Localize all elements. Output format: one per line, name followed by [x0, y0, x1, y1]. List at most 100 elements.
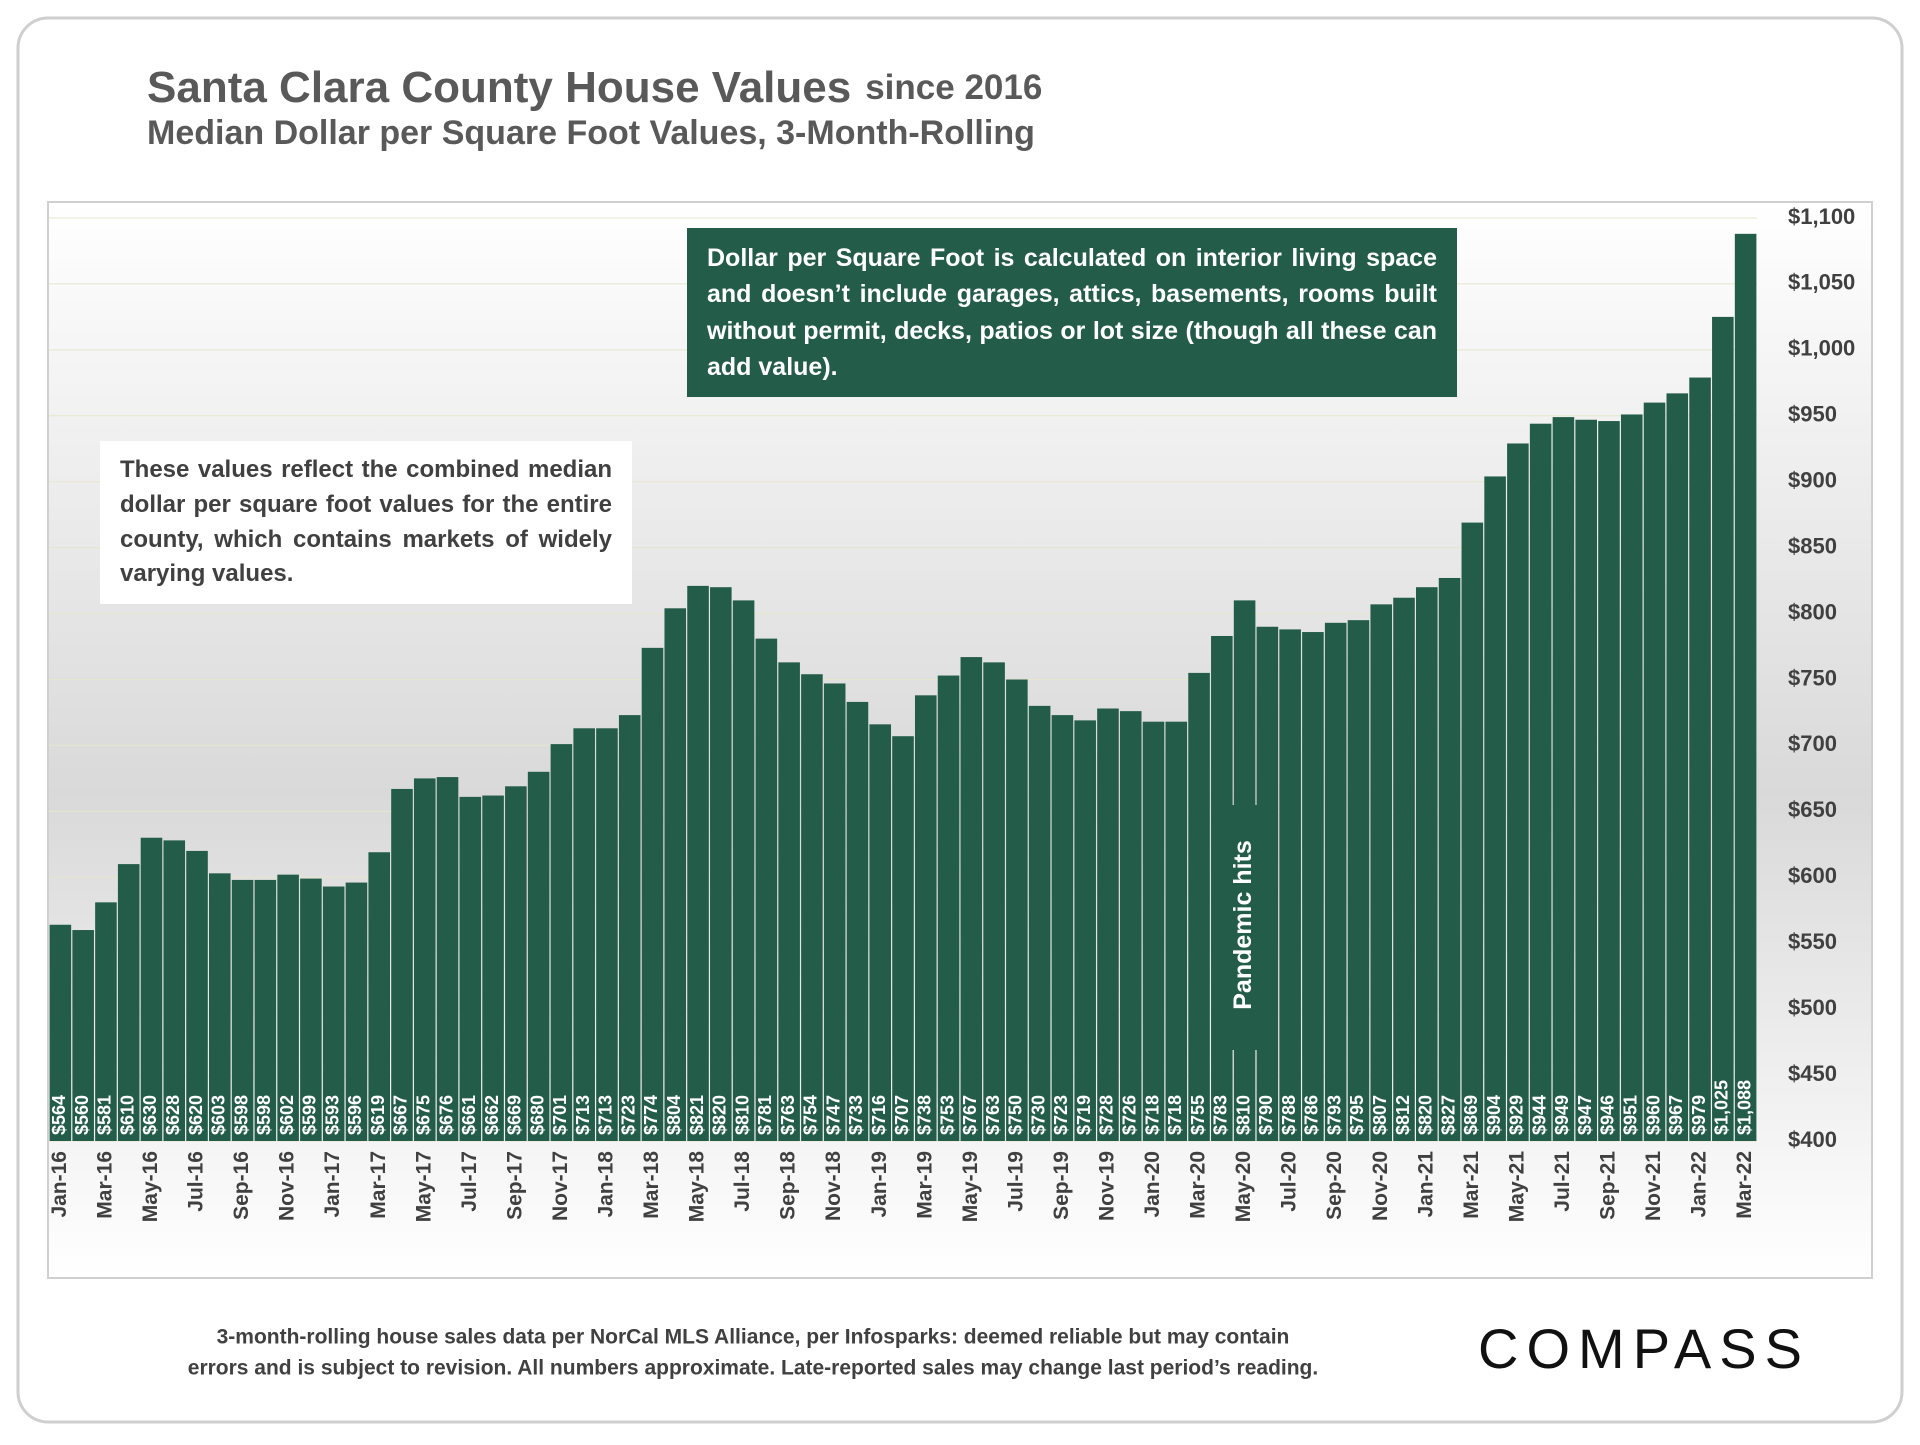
- y-tick-label: $450: [1788, 1061, 1837, 1086]
- value-label: $820: [710, 1095, 730, 1135]
- bar: [391, 788, 413, 1141]
- x-tick-label: Sep-21: [1597, 1151, 1620, 1220]
- bar: [846, 701, 869, 1141]
- bar: [1438, 577, 1461, 1141]
- x-tick-label: May-16: [139, 1151, 162, 1222]
- x-tick-label: Nov-21: [1642, 1151, 1665, 1221]
- bar: [49, 924, 72, 1141]
- x-tick-label: May-18: [686, 1151, 709, 1223]
- bar: [322, 886, 345, 1141]
- frame: [16, 16, 1904, 1424]
- value-label: $774: [641, 1095, 661, 1135]
- bar: [1393, 597, 1415, 1141]
- title-note: since 2016: [865, 68, 1042, 107]
- bar: [300, 878, 322, 1141]
- y-tick-label: $700: [1788, 731, 1837, 756]
- bar: [1097, 708, 1119, 1141]
- value-label: $619: [368, 1095, 388, 1135]
- x-tick-label: Jul-21: [1551, 1151, 1574, 1212]
- value-label: $804: [664, 1095, 684, 1135]
- value-label: $593: [322, 1095, 342, 1135]
- value-label: $730: [1028, 1095, 1048, 1135]
- subtitle: Median Dollar per Square Foot Values, 3-…: [147, 114, 1035, 152]
- bar: [550, 744, 573, 1141]
- value-label: $820: [1416, 1095, 1436, 1135]
- x-tick-label: Mar-18: [640, 1151, 663, 1219]
- y-tick-label: $550: [1788, 929, 1837, 954]
- bar: [413, 778, 436, 1141]
- bar: [231, 879, 254, 1141]
- x-tick-label: Jul-20: [1278, 1151, 1301, 1212]
- y-tick-label: $850: [1788, 533, 1837, 558]
- annotation-bg: [1227, 805, 1262, 1050]
- x-tick-label: Jan-18: [594, 1151, 617, 1218]
- bar: [778, 662, 800, 1141]
- bar: [1575, 419, 1597, 1141]
- bar: [710, 587, 732, 1141]
- value-label: $667: [391, 1095, 411, 1135]
- bar: [664, 608, 687, 1141]
- bar: [117, 864, 140, 1141]
- value-label: $718: [1165, 1095, 1185, 1135]
- x-tick-label: Nov-19: [1096, 1151, 1119, 1221]
- value-label: $754: [801, 1095, 821, 1135]
- value-label: $560: [72, 1095, 92, 1135]
- bar: [960, 657, 983, 1141]
- x-tick-label: Mar-20: [1187, 1151, 1210, 1219]
- bar: [1211, 635, 1233, 1141]
- value-label: $733: [846, 1095, 866, 1135]
- bar: [1051, 715, 1074, 1141]
- bar: [1416, 587, 1438, 1141]
- value-label: $812: [1393, 1095, 1413, 1135]
- y-tick-label: $750: [1788, 665, 1837, 690]
- y-tick-label: $900: [1788, 468, 1837, 493]
- value-label: $719: [1074, 1095, 1094, 1135]
- x-tick-label: Mar-17: [367, 1151, 390, 1219]
- x-tick-label: Sep-19: [1050, 1151, 1073, 1220]
- x-tick-label: May-17: [412, 1151, 435, 1222]
- value-label: $662: [482, 1095, 502, 1135]
- value-label: $661: [459, 1095, 479, 1135]
- y-tick-label: $1,050: [1788, 270, 1855, 295]
- bar: [1347, 620, 1370, 1141]
- x-tick-label: Mar-19: [913, 1151, 936, 1219]
- x-tick-label: Nov-16: [276, 1151, 299, 1221]
- value-label: $581: [95, 1095, 115, 1135]
- bar: [1256, 626, 1279, 1141]
- bar: [892, 736, 914, 1141]
- value-label: $610: [117, 1095, 137, 1135]
- bar: [641, 647, 664, 1141]
- y-tick-label: $800: [1788, 599, 1837, 624]
- bar: [1165, 721, 1188, 1141]
- value-label: $783: [1211, 1095, 1231, 1135]
- x-tick-label: Jan-17: [321, 1151, 344, 1218]
- chart-title: Santa Clara County House Values since 201…: [147, 63, 1042, 112]
- value-label: $810: [732, 1095, 752, 1135]
- value-label: $630: [140, 1095, 160, 1135]
- value-label: $713: [596, 1095, 616, 1135]
- x-tick-label: Jul-17: [458, 1151, 481, 1212]
- y-tick-label: $950: [1788, 402, 1837, 427]
- value-label: $929: [1507, 1095, 1527, 1135]
- bar: [983, 662, 1005, 1141]
- value-label: $763: [778, 1095, 798, 1135]
- logo: COMPASS: [1478, 1317, 1810, 1380]
- bar: [801, 674, 823, 1141]
- bar: [1302, 632, 1324, 1141]
- bar: [163, 840, 186, 1141]
- bar: [1507, 443, 1529, 1141]
- x-tick-label: Jan-20: [1141, 1151, 1164, 1218]
- bar: [1598, 421, 1620, 1141]
- y-tick-label: $1,100: [1788, 204, 1855, 229]
- bar: [1119, 711, 1142, 1141]
- value-label: $716: [869, 1095, 889, 1135]
- x-tick-label: Nov-18: [822, 1151, 845, 1221]
- value-label: $944: [1529, 1095, 1549, 1135]
- x-tick-label: Jul-16: [185, 1151, 208, 1212]
- bar: [596, 728, 618, 1141]
- value-label: $755: [1188, 1095, 1208, 1135]
- bar: [1620, 414, 1643, 1141]
- value-label: $675: [414, 1095, 434, 1135]
- value-label: $949: [1552, 1095, 1572, 1135]
- x-tick-label: Jan-16: [48, 1151, 71, 1218]
